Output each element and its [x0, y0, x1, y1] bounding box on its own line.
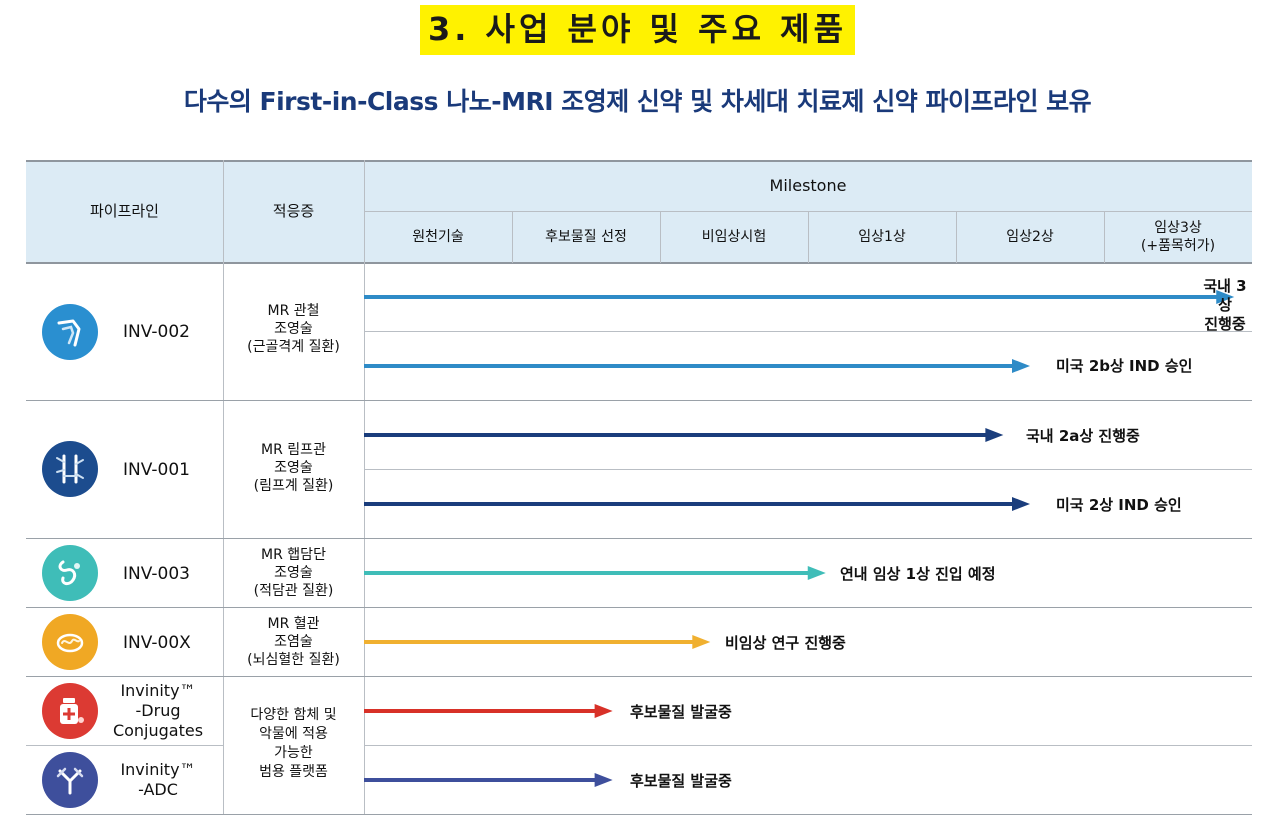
col-divider-2	[364, 160, 365, 815]
lymph-vessel-icon	[42, 441, 98, 497]
phase-divider-1	[512, 211, 513, 263]
indication-inv-003-line2: 조영술	[274, 565, 313, 581]
indication-platform-line3: 가능한	[274, 745, 313, 761]
page-subtitle: 다수의 First-in-Class 나노-MRI 조영제 신약 및 차세대 치…	[183, 87, 1092, 116]
inv-002-kr-line2: 진행중	[1204, 315, 1246, 333]
header-pipeline: 파이프라인	[89, 202, 159, 220]
milestone-label-inv-002-kr: 국내 3상 진행중	[1198, 277, 1252, 334]
pipeline-code-drug-conjugates: Invinity™ -Drug Conjugates	[102, 681, 214, 741]
arrow-head-drug-conjugates	[594, 704, 613, 718]
indication-inv-002-line3: (근골격계 질환)	[247, 339, 340, 355]
milestone-arrows	[364, 290, 1235, 787]
page-title: 3. 사업 분야 및 주요 제품	[419, 5, 856, 55]
header-indication: 적응증	[272, 202, 315, 220]
indication-inv-00x-line2: 조염술	[274, 634, 313, 650]
indication-inv-00x-line1: MR 혈관	[267, 616, 320, 632]
indication-platform-line2: 악물에 적용	[259, 726, 328, 742]
pipeline-code-inv-00x: INV-00X	[123, 633, 191, 653]
milestone-label-inv-003: 연내 임상 1상 진입 예정	[840, 565, 996, 583]
indication-platform-line4: 범용 플랫폼	[259, 764, 328, 780]
milestone-label-inv-002-us: 미국 2b상 IND 승인	[1056, 357, 1193, 375]
pipeline-code-inv-001: INV-001	[123, 460, 190, 480]
table-top-border	[26, 160, 1252, 162]
knee-joint-icon	[42, 304, 98, 360]
indication-inv-001: MR 림프관 조영술 (림프계 질환)	[223, 441, 364, 495]
phase-divider-5	[1104, 211, 1105, 263]
row-divider-4	[26, 676, 1252, 677]
title-wrap: 3. 사업 분야 및 주요 제품	[0, 5, 1275, 55]
indication-platform: 다양한 함체 및 악물에 적용 가능한 범용 플랫폼	[223, 706, 364, 782]
bile-duct-icon	[42, 545, 98, 601]
row-divider-3	[26, 607, 1252, 608]
adc-line1: Invinity™	[120, 760, 196, 779]
phase-3: 비임상시험	[701, 228, 767, 245]
row-divider-1	[26, 400, 1252, 401]
drug-conjugates-line2: -Drug	[135, 701, 181, 720]
antibody-icon	[42, 752, 98, 808]
indication-inv-003-line3: (적담관 질환)	[253, 583, 334, 599]
indication-inv-001-line1: MR 림프관	[261, 442, 326, 458]
indication-inv-002-line1: MR 관철	[267, 303, 320, 319]
arrow-head-inv-001-us	[1012, 497, 1030, 511]
brain-vessel-icon	[42, 614, 98, 670]
indication-inv-002: MR 관철 조영술 (근골격계 질환)	[223, 302, 364, 356]
pipeline-code-adc: Invinity™ -ADC	[102, 760, 214, 800]
milestone-label-inv-001-kr: 국내 2a상 진행중	[1026, 427, 1140, 445]
pipeline-code-inv-002: INV-002	[123, 322, 190, 342]
header-bottom-border	[26, 262, 1252, 264]
phase-1: 원천기술	[412, 228, 464, 245]
indication-inv-003: MR 햅담단 조영술 (적담관 질환)	[223, 546, 364, 600]
medicine-bottle-icon	[42, 683, 98, 739]
indication-inv-003-line1: MR 햅담단	[261, 547, 326, 563]
indication-inv-001-line2: 조영술	[274, 460, 313, 476]
indication-inv-00x: MR 혈관 조염술 (뇌심혈한 질환)	[223, 615, 364, 669]
indication-inv-001-line3: (림프계 질환)	[253, 478, 334, 494]
phase-divider-2	[660, 211, 661, 263]
phase-4: 임상1상	[858, 228, 906, 245]
indication-inv-002-line2: 조영술	[274, 321, 313, 337]
phase-6-line1: 임상3상	[1154, 219, 1202, 236]
table-bottom-border	[26, 814, 1252, 815]
arrow-head-inv-003	[807, 566, 826, 580]
drug-conjugates-line3: Conjugates	[112, 721, 204, 740]
arrow-head-inv-00x	[692, 635, 711, 649]
arrow-head-inv-001-kr	[985, 428, 1004, 442]
indication-inv-00x-line3: (뇌심혈한 질환)	[247, 652, 340, 668]
phase-divider-3	[808, 211, 809, 263]
inv-002-kr-line1: 국내 3상	[1203, 277, 1247, 314]
phase-2: 후보물질 선정	[545, 228, 627, 245]
row-divider-2	[26, 538, 1252, 539]
row-sub-divider-1	[364, 331, 1252, 332]
milestone-label-drug-conjugates: 후보물질 발굴중	[630, 703, 732, 721]
phase-divider-4	[956, 211, 957, 263]
row-sub-divider-2	[364, 469, 1252, 470]
row-divider-5a	[26, 745, 223, 746]
indication-platform-line1: 다양한 함체 및	[250, 707, 337, 723]
milestone-label-inv-00x: 비임상 연구 진행중	[725, 634, 846, 652]
adc-line2: -ADC	[138, 780, 178, 799]
col-divider-1	[223, 160, 224, 815]
phase-5: 임상2상	[1006, 228, 1054, 245]
milestone-label-inv-001-us: 미국 2상 IND 승인	[1056, 496, 1182, 514]
pipeline-code-inv-003: INV-003	[123, 564, 190, 584]
phase-6-line2: (+품목허가)	[1140, 237, 1216, 254]
pipeline-table: 파이프라인 적응증 Milestone 원천기술 후보물질 선정 비임상시험 임…	[26, 160, 1252, 815]
row-divider-5b	[364, 745, 1252, 746]
arrow-head-inv-002-us	[1012, 359, 1030, 373]
arrow-head-adc	[594, 773, 613, 787]
drug-conjugates-line1: Invinity™	[120, 681, 196, 700]
phase-6: 임상3상 (+품목허가)	[1104, 211, 1252, 262]
arrow-head-inv-002-kr	[1216, 290, 1235, 304]
milestone-label-adc: 후보물질 발굴중	[630, 772, 732, 790]
header-milestone: Milestone	[769, 175, 847, 195]
